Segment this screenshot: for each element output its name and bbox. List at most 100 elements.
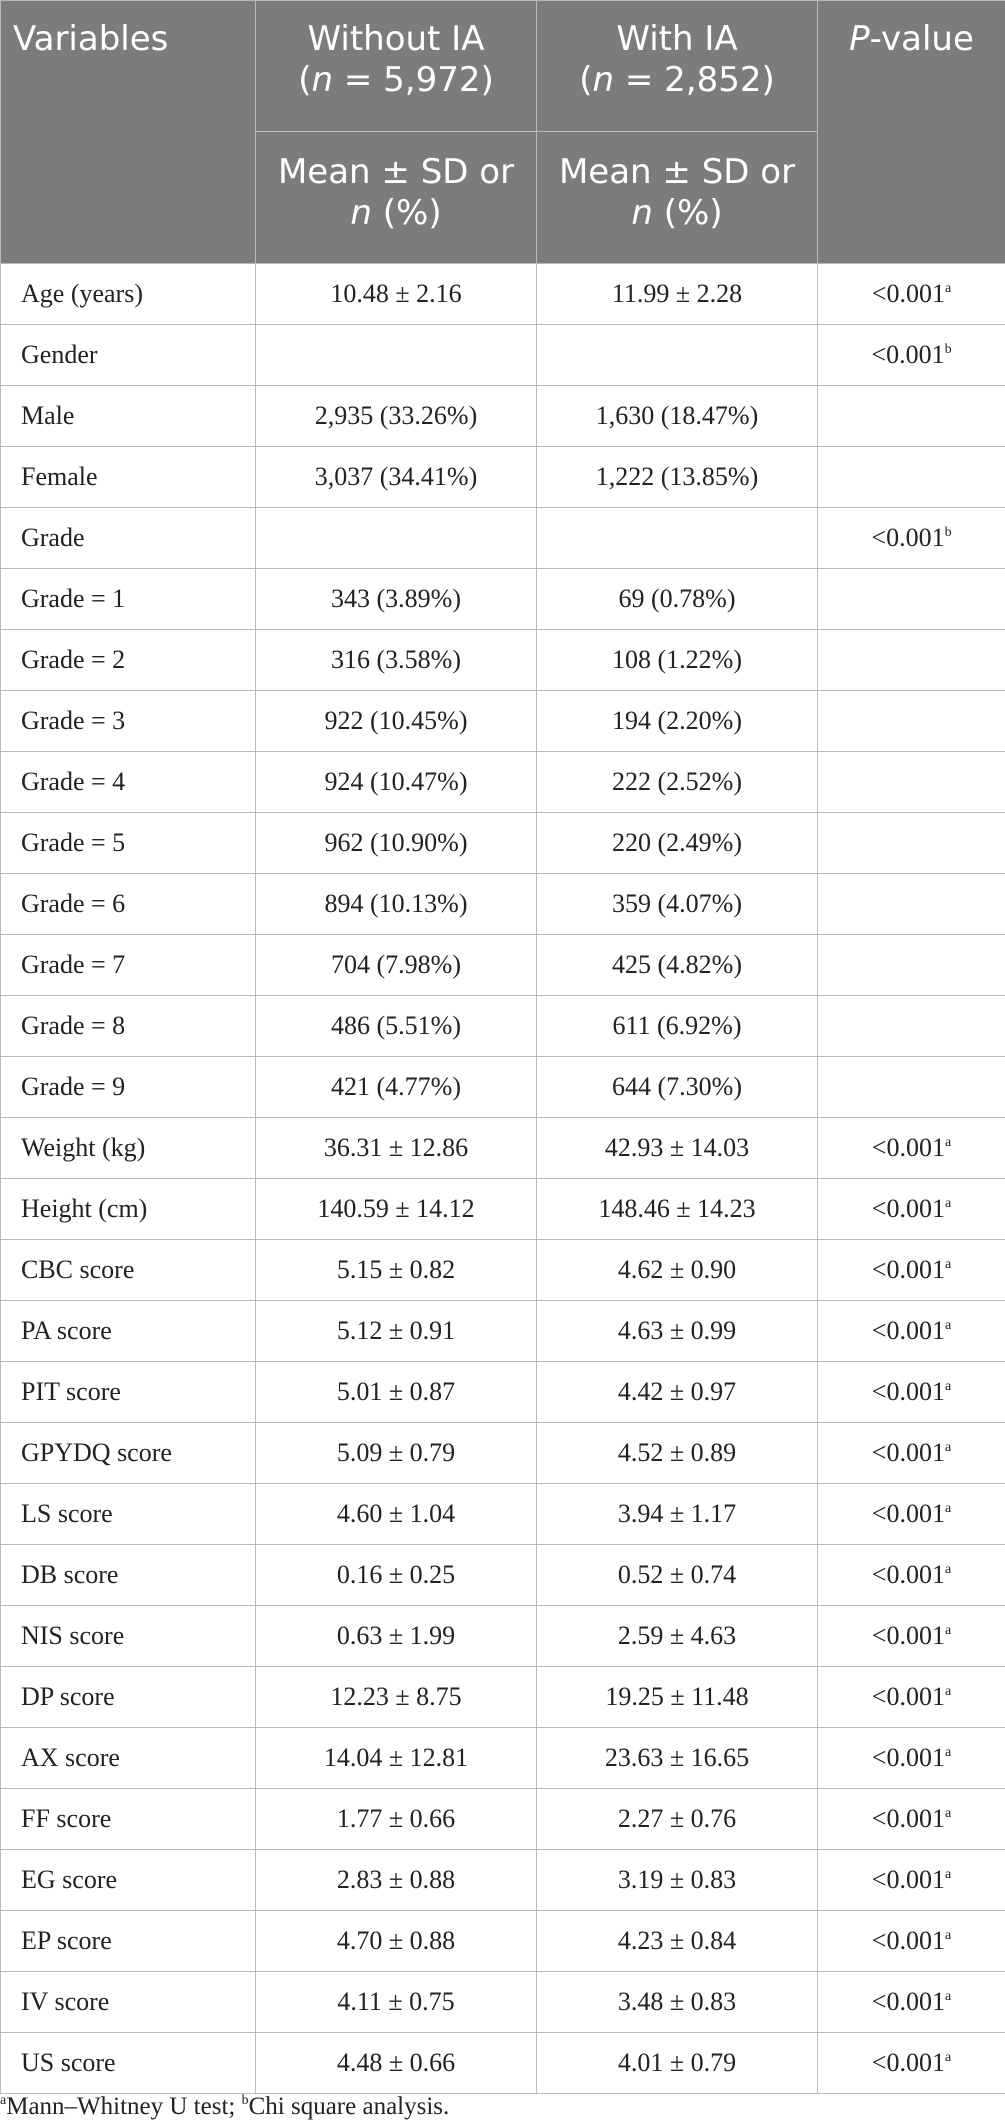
row-variable-cell-text: EG score (21, 1865, 117, 1894)
row-with-ia-cell: 1,222 (13.85%) (537, 447, 818, 508)
row-p-value-cell (818, 996, 1005, 1057)
row-with-ia-cell-text: 1,630 (18.47%) (596, 401, 758, 430)
row-variable-cell: Gender (1, 325, 256, 386)
row-variable-cell-text: DP score (21, 1682, 115, 1711)
row-p-value-cell: <0.001a (818, 1484, 1005, 1545)
row-variable-cell: Grade = 6 (1, 874, 256, 935)
row-without-ia-cell: 962 (10.90%) (256, 813, 537, 874)
row-with-ia-cell: 644 (7.30%) (537, 1057, 818, 1118)
footnote-a-text: Mann–Whitney U test; (6, 2093, 241, 2120)
row-with-ia-cell: 222 (2.52%) (537, 752, 818, 813)
row-with-ia-cell: 4.52 ± 0.89 (537, 1423, 818, 1484)
row-p-value-cell-text: <0.001 (872, 2048, 945, 2077)
row-p-value-cell: <0.001a (818, 1667, 1005, 1728)
row-p-value-cell (818, 935, 1005, 996)
row-with-ia-cell: 0.52 ± 0.74 (537, 1545, 818, 1606)
row-p-value-cell: <0.001a (818, 1850, 1005, 1911)
row-variable-cell-text: Gender (21, 340, 98, 369)
row-with-ia-cell-text: 4.62 ± 0.90 (618, 1255, 736, 1284)
row-p-value-cell: <0.001a (818, 264, 1005, 325)
row-p-value-cell-text: <0.001 (872, 1194, 945, 1223)
row-without-ia-cell: 3,037 (34.41%) (256, 447, 537, 508)
row-variable-cell: Grade = 1 (1, 569, 256, 630)
row-p-value-cell-text: <0.001 (872, 1438, 945, 1467)
row-without-ia-cell: 486 (5.51%) (256, 996, 537, 1057)
row-with-ia-cell (537, 508, 818, 569)
row-with-ia-cell: 359 (4.07%) (537, 874, 818, 935)
row-with-ia-cell-text: 3.94 ± 1.17 (618, 1499, 736, 1528)
row-p-value-footnote-mark: a (945, 1989, 951, 2004)
row-with-ia-cell-text: 69 (0.78%) (619, 584, 736, 613)
row-p-value-footnote-mark: a (945, 1928, 951, 1943)
row-with-ia-cell: 108 (1.22%) (537, 630, 818, 691)
row-p-value-footnote-mark: b (945, 525, 952, 540)
row-p-value-cell: <0.001a (818, 1301, 1005, 1362)
row-without-ia-cell-text: 0.16 ± 0.25 (337, 1560, 455, 1589)
header-without-ia-paren: ( (298, 60, 311, 100)
header-p-symbol: P (849, 19, 870, 59)
row-without-ia-cell-text: 421 (4.77%) (331, 1072, 461, 1101)
row-p-value-footnote-mark: a (945, 1440, 951, 1455)
row-p-value-cell (818, 569, 1005, 630)
row-p-value-cell (818, 874, 1005, 935)
header-without-ia-title: Without IA (256, 19, 536, 60)
row-without-ia-cell-text: 2,935 (33.26%) (315, 401, 477, 430)
row-p-value-footnote-mark: a (945, 1257, 951, 1272)
row-without-ia-cell-text: 4.60 ± 1.04 (337, 1499, 455, 1528)
row-without-ia-cell-text: 140.59 ± 14.12 (317, 1194, 474, 1223)
row-with-ia-cell-text: 4.52 ± 0.89 (618, 1438, 736, 1467)
row-p-value-footnote-mark: a (945, 1196, 951, 1211)
row-with-ia-cell-text: 220 (2.49%) (612, 828, 742, 857)
row-with-ia-cell: 23.63 ± 16.65 (537, 1728, 818, 1789)
row-variable-cell-text: PIT score (21, 1377, 121, 1406)
row-with-ia-cell: 11.99 ± 2.28 (537, 264, 818, 325)
row-variable-cell-text: IV score (21, 1987, 109, 2016)
row-p-value-cell-text: <0.001 (872, 1987, 945, 2016)
row-p-value-footnote-mark: a (945, 281, 951, 296)
row-p-value-cell-text: <0.001 (872, 1560, 945, 1589)
table-footnote: aMann–Whitney U test; bChi square analys… (0, 2093, 449, 2121)
row-with-ia-cell: 42.93 ± 14.03 (537, 1118, 818, 1179)
row-variable-cell: DB score (1, 1545, 256, 1606)
row-variable-cell-text: Grade = 2 (21, 645, 125, 674)
row-with-ia-cell: 4.42 ± 0.97 (537, 1362, 818, 1423)
header-p-value: P-value (818, 1, 1005, 264)
row-with-ia-cell-text: 644 (7.30%) (612, 1072, 742, 1101)
row-with-ia-cell-text: 611 (6.92%) (612, 1011, 741, 1040)
row-with-ia-cell-text: 4.63 ± 0.99 (618, 1316, 736, 1345)
row-with-ia-cell-text: 23.63 ± 16.65 (605, 1743, 749, 1772)
row-variable-cell: Grade = 7 (1, 935, 256, 996)
row-without-ia-cell: 36.31 ± 12.86 (256, 1118, 537, 1179)
table-row: Male 2,935 (33.26%) 1,630 (18.47%) (1, 386, 1005, 447)
row-p-value-cell-text: <0.001 (872, 1926, 945, 1955)
row-variable-cell: Grade = 4 (1, 752, 256, 813)
row-without-ia-cell: 343 (3.89%) (256, 569, 537, 630)
row-without-ia-cell-text: 10.48 ± 2.16 (330, 279, 461, 308)
row-variable-cell-text: NIS score (21, 1621, 124, 1650)
row-without-ia-cell-text: 4.11 ± 0.75 (337, 1987, 454, 2016)
row-p-value-footnote-mark: a (945, 1867, 951, 1882)
row-without-ia-cell: 4.70 ± 0.88 (256, 1911, 537, 1972)
row-with-ia-cell: 194 (2.20%) (537, 691, 818, 752)
row-p-value-cell-text: <0.001 (872, 1865, 945, 1894)
row-with-ia-cell: 148.46 ± 14.23 (537, 1179, 818, 1240)
row-p-value-cell-text: <0.001 (872, 1804, 945, 1833)
row-variable-cell-text: Height (cm) (21, 1194, 147, 1223)
row-p-value-cell-text: <0.001 (872, 1682, 945, 1711)
row-variable-cell: Grade (1, 508, 256, 569)
row-variable-cell-text: Male (21, 401, 74, 430)
row-p-value-cell: <0.001a (818, 1179, 1005, 1240)
row-with-ia-cell-text: 19.25 ± 11.48 (605, 1682, 748, 1711)
row-p-value-cell: <0.001a (818, 1362, 1005, 1423)
row-p-value-footnote-mark: b (945, 342, 952, 357)
